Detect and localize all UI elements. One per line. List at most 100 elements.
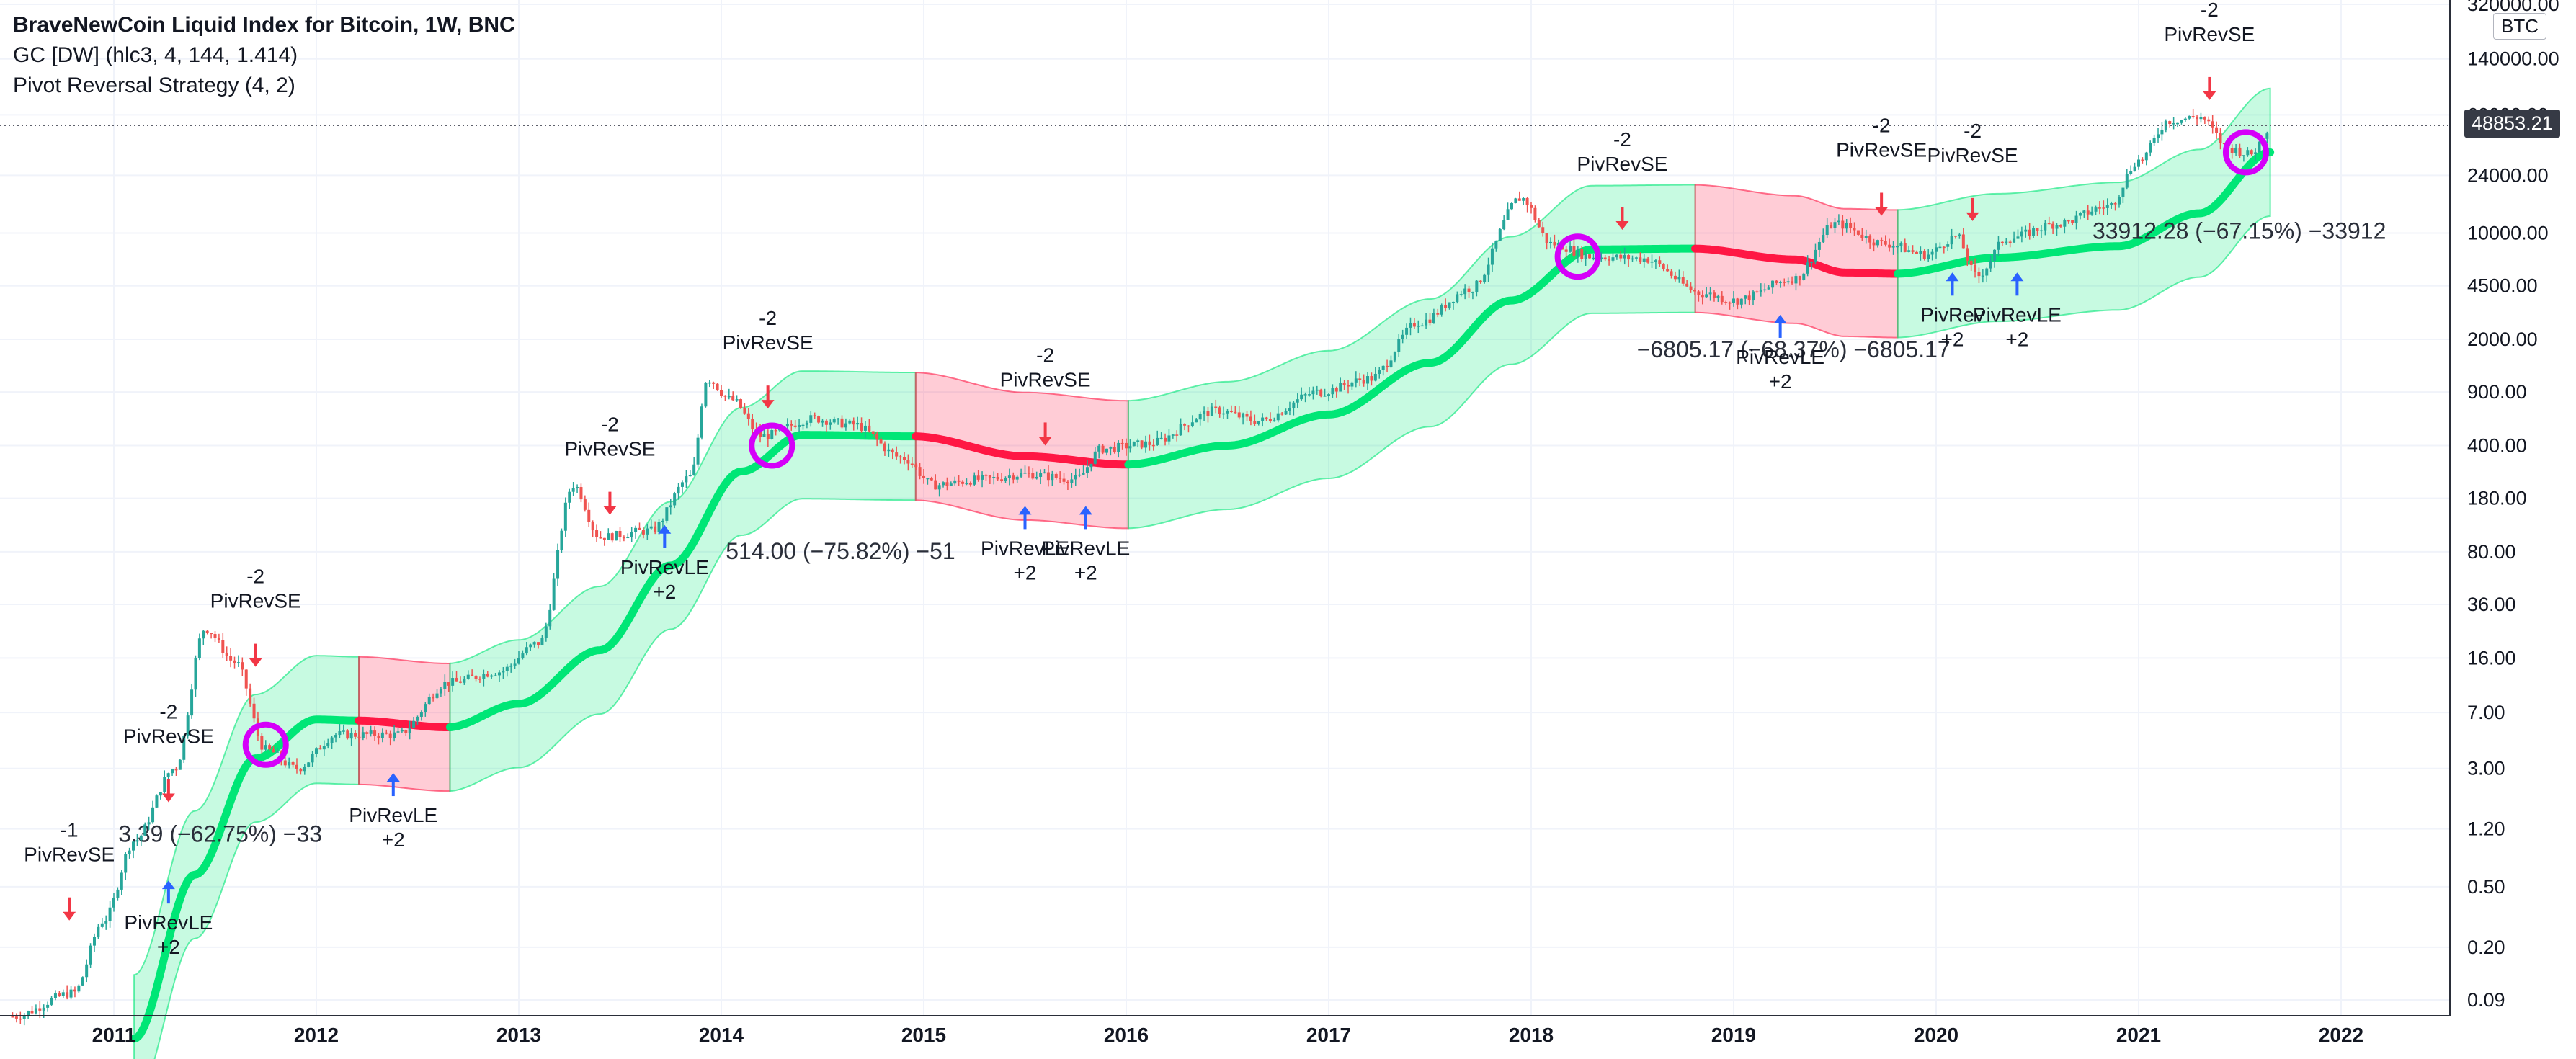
candle-body — [2157, 134, 2160, 138]
time-axis[interactable]: 2011 2012 2013 2014 2015 2016 2017 2018 2019 2020… — [92, 1024, 2364, 1046]
signal-label: PivRevSE — [24, 844, 115, 866]
candle-body — [486, 674, 489, 677]
candle-body — [1860, 234, 1864, 238]
gc-midline — [1691, 244, 1902, 278]
candle-body — [1164, 437, 1167, 442]
candle-body — [1615, 254, 1618, 258]
candle-body — [1132, 442, 1136, 447]
trade-label: 3.39 (−62.75%) −33 — [118, 821, 322, 847]
candle-body — [1386, 365, 1389, 367]
candle-body — [408, 728, 411, 733]
candle-body — [1771, 280, 1775, 288]
candle-body — [1778, 282, 1782, 283]
candle-body — [1257, 421, 1260, 424]
candle-body — [186, 715, 190, 736]
candle-body — [879, 439, 883, 444]
candle-body — [393, 732, 396, 738]
candle-body — [2039, 230, 2043, 232]
candle-body — [576, 487, 579, 488]
signal-label: PivRevSE — [123, 725, 214, 748]
candle-body — [1627, 255, 1631, 260]
candle-body — [338, 731, 342, 736]
candle-body — [2234, 147, 2238, 153]
candle-body — [69, 989, 73, 998]
candle-body — [58, 993, 61, 996]
candle-body — [868, 425, 871, 432]
candle-body — [770, 429, 774, 439]
time-tick-label: 2013 — [496, 1024, 541, 1046]
candle-body — [918, 467, 922, 476]
candle-body — [910, 463, 914, 465]
candle-body — [30, 1011, 34, 1014]
candle-body — [1268, 419, 1272, 421]
candle-body — [1833, 222, 1837, 228]
candle-body — [1891, 246, 1895, 248]
legend-indicator-gc[interactable]: GC [DW] (hlc3, 4, 144, 1.414) — [13, 43, 298, 67]
regime-circle — [1554, 233, 1601, 280]
candle-body — [657, 522, 661, 532]
candle-body — [1085, 467, 1089, 473]
candle-body — [988, 475, 991, 478]
candle-body — [1405, 327, 1409, 335]
candle-body — [599, 537, 602, 539]
candle-body — [1140, 440, 1144, 448]
candle-body — [1802, 273, 1806, 280]
candle-body — [210, 633, 213, 635]
sell-arrowhead-icon — [1875, 207, 1889, 216]
candle-body — [1292, 402, 1296, 408]
trade-boxes-layer: 3.39 (−62.75%) −33 514.00 (−75.82%) −51 −6… — [118, 218, 2386, 847]
candle-body — [1253, 421, 1257, 424]
candle-body — [19, 1018, 22, 1020]
candle-body — [1156, 437, 1159, 445]
candle-body — [692, 464, 696, 475]
candle-body — [2032, 228, 2036, 236]
candle-body — [610, 533, 614, 541]
sell-arrowhead-icon — [161, 793, 175, 803]
candle-body — [513, 663, 517, 666]
signal-label: PivRevLE — [981, 537, 1069, 559]
candle-body — [322, 746, 326, 750]
candle-body — [1989, 260, 1992, 269]
candle-body — [1412, 323, 1416, 327]
candle-body — [1817, 241, 1821, 250]
candle-body — [1159, 437, 1163, 439]
candle-body — [1128, 446, 1132, 449]
candle-body — [1097, 445, 1101, 452]
candle-body — [2230, 148, 2234, 153]
candle-body — [965, 483, 968, 485]
candle-body — [447, 682, 450, 686]
legend-title[interactable]: BraveNewCoin Liquid Index for Bitcoin, 1… — [13, 13, 515, 37]
candle-body — [377, 736, 380, 738]
symbol-badge[interactable]: BTC — [2493, 13, 2546, 40]
price-axis[interactable]: 320000.00140000.0060000.0024000.0010000.… — [2467, 0, 2559, 1011]
candle-body — [1946, 244, 1950, 247]
candle-body — [937, 485, 941, 490]
candle-body — [1514, 198, 1517, 203]
legend-indicator-pivot[interactable]: Pivot Reversal Strategy (4, 2) — [13, 73, 295, 97]
candle-body — [1639, 257, 1642, 262]
candle-body — [751, 419, 754, 430]
candle-body — [2254, 152, 2258, 155]
signal-qty: -2 — [159, 701, 177, 723]
candle-body — [1436, 313, 1440, 315]
candle-body — [1600, 257, 1603, 259]
candle-body — [318, 748, 322, 750]
candle-body — [143, 824, 147, 836]
signal-qty: +2 — [1074, 561, 1097, 584]
candle-body — [1728, 302, 1732, 304]
candle-body — [155, 795, 159, 808]
candle-body — [178, 759, 182, 770]
candle-body — [607, 533, 610, 540]
candle-body — [1432, 313, 1435, 323]
signal-qty: -2 — [1964, 120, 1982, 142]
sell-arrowhead-icon — [1038, 437, 1052, 446]
candle-body — [205, 630, 209, 633]
candle-body — [2013, 238, 2016, 243]
candle-body — [634, 527, 638, 532]
candle-body — [1569, 246, 1572, 252]
candle-body — [1425, 319, 1428, 326]
candle-body — [299, 769, 303, 772]
candle-body — [1362, 380, 1365, 384]
candle-body — [712, 382, 716, 384]
